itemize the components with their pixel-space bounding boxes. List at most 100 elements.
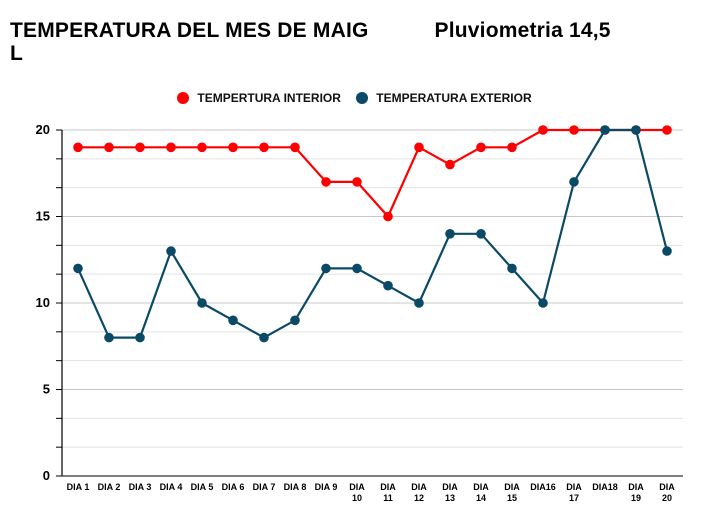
x-tick-label: DIA 4	[160, 482, 183, 492]
x-tick-label: DIA 8	[284, 482, 307, 492]
x-tick-label: DIA 5	[191, 482, 214, 492]
x-tick-label-line: 12	[414, 493, 424, 503]
data-point	[507, 142, 517, 153]
data-point	[538, 298, 548, 308]
x-tick-label-line: DIA 2	[98, 482, 121, 492]
x-tick-label-line: DIA 8	[284, 482, 307, 492]
data-point	[538, 125, 548, 135]
series-interior	[73, 125, 672, 222]
x-tick-label-line: DIA16	[530, 482, 556, 492]
data-point	[259, 142, 269, 153]
y-tick-label: 10	[36, 295, 50, 310]
x-tick-label: DIA18	[592, 482, 618, 492]
x-tick-label: DIA 19	[628, 482, 644, 503]
data-point	[445, 229, 455, 239]
x-tick-label-line: DIA 7	[253, 482, 276, 492]
x-tick-label: DIA 10	[349, 482, 365, 503]
x-tick-label-line: DIA 1	[67, 482, 90, 492]
y-tick-label: 20	[36, 122, 50, 137]
x-tick-label-line: DIA	[659, 482, 675, 492]
x-tick-label-line: DIA	[349, 482, 365, 492]
data-point	[104, 142, 114, 153]
data-point	[476, 142, 486, 153]
chart-title: TEMPERATURA DEL MES DE MAIG Pluviometria …	[10, 19, 690, 65]
data-point	[476, 229, 486, 239]
x-tick-label: DIA 7	[253, 482, 276, 492]
x-tick-label-line: DIA	[566, 482, 582, 492]
x-tick-label-line: 10	[352, 493, 362, 503]
legend-item-interior[interactable]: TEMPERTURA INTERIOR	[177, 91, 341, 105]
series-group	[73, 125, 672, 343]
data-point	[569, 125, 579, 135]
data-point	[569, 177, 579, 187]
x-tick-label: DIA 1	[67, 482, 90, 492]
data-point	[352, 177, 362, 187]
x-tick-label: DIA 2	[98, 482, 121, 492]
data-point	[197, 298, 207, 308]
data-point	[321, 263, 331, 274]
y-tick-label: 0	[43, 468, 50, 483]
x-tick-label: DIA 17	[566, 482, 582, 503]
x-tick-label-line: DIA	[628, 482, 644, 492]
x-tick-label-line: 17	[569, 493, 579, 503]
data-point	[383, 211, 393, 222]
y-tick-label: 5	[43, 382, 50, 397]
x-tick-label-line: DIA 3	[129, 482, 152, 492]
data-point	[383, 280, 393, 291]
x-tick-label-line: DIA	[380, 482, 396, 492]
chart-title-main: TEMPERATURA DEL MES DE MAIG	[10, 19, 369, 42]
data-point	[73, 263, 83, 274]
x-tick-label-line: DIA 4	[160, 482, 183, 492]
data-point	[166, 246, 176, 256]
x-tick-label-line: 13	[445, 493, 455, 503]
series-line	[76, 128, 669, 339]
data-point	[631, 125, 641, 135]
data-point	[600, 125, 610, 135]
x-tick-label: DIA 11	[380, 482, 396, 503]
chart-subtitle: Pluviometria 14,5	[434, 19, 611, 42]
data-point	[104, 332, 114, 343]
data-point	[445, 159, 455, 170]
data-point	[197, 142, 207, 153]
data-point	[507, 263, 517, 274]
legend-marker-icon	[177, 92, 190, 104]
data-point	[662, 246, 672, 256]
x-tick-label: DIA 14	[473, 482, 489, 503]
x-tick-label-line: DIA	[442, 482, 458, 492]
x-tick-label: DIA 15	[504, 482, 520, 503]
x-tick-label-line: DIA	[411, 482, 427, 492]
data-point	[228, 315, 238, 326]
gridlines	[62, 129, 683, 448]
x-tick-label: DIA 20	[659, 482, 675, 503]
legend: TEMPERTURA INTERIOR TEMPERATURA EXTERIOR	[0, 91, 709, 107]
data-point	[135, 332, 145, 343]
x-tick-label-line: DIA	[473, 482, 489, 492]
x-tick-label-line: DIA18	[592, 482, 618, 492]
legend-marker-icon	[356, 92, 369, 104]
legend-item-exterior[interactable]: TEMPERATURA EXTERIOR	[356, 91, 532, 105]
x-tick-label-line: DIA 5	[191, 482, 214, 492]
x-tick-label-line: 14	[476, 493, 486, 503]
legend-label: TEMPERTURA INTERIOR	[197, 91, 341, 105]
legend-label: TEMPERATURA EXTERIOR	[376, 91, 532, 105]
y-tick-label: 15	[36, 209, 50, 224]
x-tick-label: DIA 3	[129, 482, 152, 492]
x-tick-label-line: 19	[631, 493, 641, 503]
x-tick-label: DIA 9	[315, 482, 338, 492]
chart-subtitle-wrap: L	[10, 42, 24, 65]
x-tick-label: DIA 6	[222, 482, 245, 492]
tick-labels: 0 5 10 15 20 DIA 1 DIA 2 DIA 3 DIA 4 DIA 5 DIA 6 DI…	[36, 122, 676, 503]
data-point	[73, 142, 83, 153]
data-point	[662, 125, 672, 135]
x-tick-label-line: DIA 6	[222, 482, 245, 492]
data-point	[135, 142, 145, 153]
x-tick-label-line: 11	[383, 493, 393, 503]
x-tick-label: DIA 13	[442, 482, 458, 503]
axes	[56, 129, 683, 477]
data-point	[321, 177, 331, 187]
data-point	[166, 142, 176, 153]
x-tick-label: DIA 12	[411, 482, 427, 503]
series-exterior	[73, 125, 672, 343]
x-tick-label-line: DIA	[504, 482, 520, 492]
